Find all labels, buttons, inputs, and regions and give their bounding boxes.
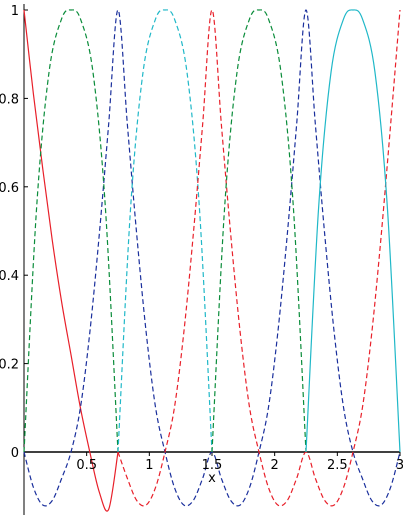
x-tick-label: 2.5 (327, 458, 348, 473)
labels-group: 0 0.2 0.4 0.6 0.8 1 0.5 1 1.5 2 2.5 3 x (0, 4, 403, 486)
y-tick-label: 0.2 (0, 358, 19, 373)
series-2-line (23, 9, 401, 507)
axes (23, 4, 401, 515)
y-tick-label: 0.8 (0, 92, 19, 107)
series-1-line (23, 9, 119, 512)
x-tick-label: 1.5 (202, 458, 223, 473)
y-tick-label: 0.4 (0, 269, 19, 284)
x-tick-label: 1 (145, 458, 153, 473)
series-4-line (117, 9, 213, 453)
series-6-line (211, 9, 307, 453)
y-tick-label: 0 (11, 446, 19, 461)
series-7-line (305, 9, 401, 453)
y-tick-label: 1 (11, 4, 19, 19)
x-tick-label: 0.5 (76, 458, 97, 473)
series-group (23, 9, 401, 512)
x-tick-label: 3 (396, 458, 403, 473)
x-axis-label: x (208, 471, 216, 486)
series-3-line (23, 9, 119, 453)
series-5-line (117, 9, 401, 507)
y-tick-label: 0.6 (0, 181, 19, 196)
x-tick-label: 2 (271, 458, 279, 473)
